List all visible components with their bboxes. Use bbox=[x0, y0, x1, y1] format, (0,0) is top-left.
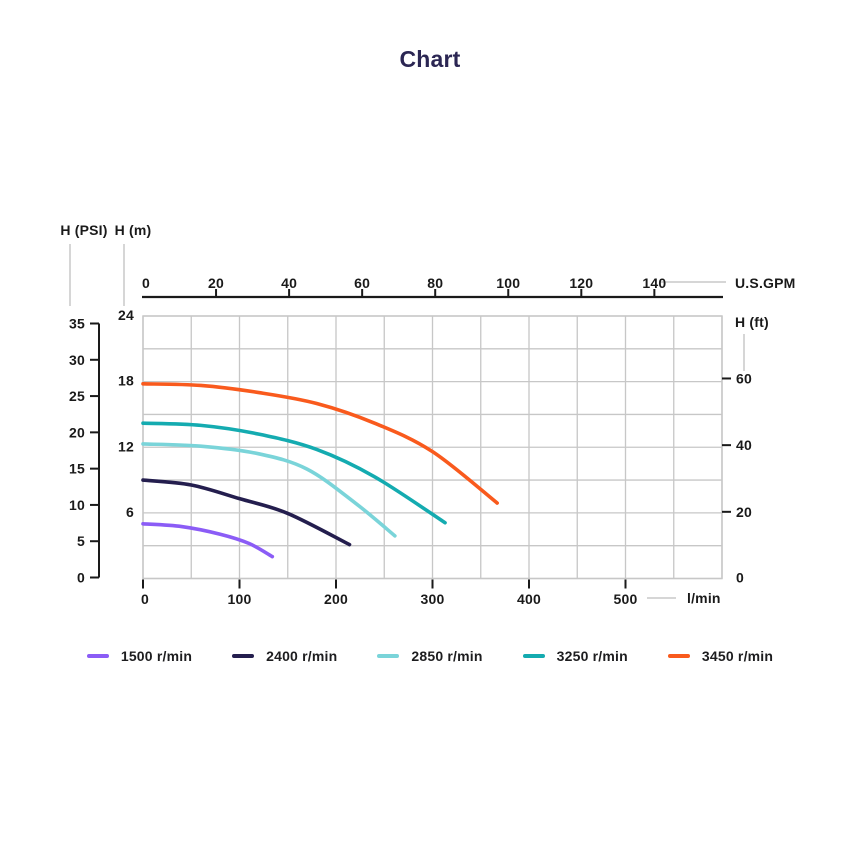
svg-text:80: 80 bbox=[427, 275, 443, 291]
svg-text:30: 30 bbox=[69, 352, 85, 368]
svg-text:20: 20 bbox=[736, 504, 752, 520]
legend-item-1500[interactable]: 1500 r/min bbox=[86, 648, 193, 664]
legend-label-3450: 3450 r/min bbox=[701, 648, 774, 664]
svg-text:20: 20 bbox=[208, 275, 224, 291]
svg-text:20: 20 bbox=[69, 424, 85, 440]
svg-text:60: 60 bbox=[736, 370, 752, 386]
legend-label-3250: 3250 r/min bbox=[556, 648, 628, 664]
svg-text:200: 200 bbox=[324, 591, 348, 607]
curves bbox=[141, 382, 499, 559]
page-title: Chart bbox=[399, 46, 461, 72]
svg-text:12: 12 bbox=[118, 438, 134, 454]
top-axis-usgpm: 0 20 40 60 80 100 120 140 U.S.GPM bbox=[142, 275, 796, 299]
legend-item-3450[interactable]: 3450 r/min bbox=[667, 648, 774, 664]
legend-item-2850[interactable]: 2850 r/min bbox=[377, 648, 482, 664]
svg-text:40: 40 bbox=[736, 437, 752, 453]
curve-2400 bbox=[141, 478, 352, 547]
svg-text:0: 0 bbox=[141, 591, 149, 607]
leader-lines bbox=[69, 244, 745, 599]
legend-label-1500: 1500 r/min bbox=[120, 648, 193, 664]
legend-swatch-3450 bbox=[667, 653, 690, 659]
curve-3450 bbox=[141, 382, 499, 505]
svg-text:300: 300 bbox=[421, 591, 445, 607]
svg-text:H (m): H (m) bbox=[115, 222, 152, 238]
svg-text:500: 500 bbox=[614, 591, 638, 607]
grid bbox=[142, 315, 723, 580]
svg-text:120: 120 bbox=[569, 275, 593, 291]
left-axis-psi: 35 30 25 20 15 10 5 0 H (PSI) bbox=[60, 222, 107, 586]
svg-text:10: 10 bbox=[69, 497, 85, 513]
curve-1500 bbox=[141, 522, 275, 559]
legend-label-2850: 2850 r/min bbox=[411, 648, 483, 664]
svg-text:15: 15 bbox=[69, 461, 85, 477]
svg-text:5: 5 bbox=[77, 533, 85, 549]
svg-text:100: 100 bbox=[228, 591, 252, 607]
svg-text:18: 18 bbox=[118, 373, 134, 389]
svg-text:H (ft): H (ft) bbox=[735, 314, 769, 330]
svg-text:400: 400 bbox=[517, 591, 541, 607]
legend-item-3250[interactable]: 3250 r/min bbox=[522, 648, 628, 664]
legend-swatch-2400 bbox=[232, 653, 255, 659]
svg-text:6: 6 bbox=[126, 504, 134, 520]
svg-text:100: 100 bbox=[496, 275, 520, 291]
svg-text:0: 0 bbox=[77, 570, 85, 586]
legend-label-2400: 2400 r/min bbox=[266, 648, 338, 664]
legend-swatch-1500 bbox=[86, 653, 109, 659]
legend-swatch-2850 bbox=[377, 653, 400, 659]
svg-text:60: 60 bbox=[354, 275, 370, 291]
svg-text:H (PSI): H (PSI) bbox=[60, 222, 107, 238]
curve-2850 bbox=[141, 442, 397, 538]
left-axis-m: 24 18 12 6 H (m) bbox=[115, 222, 152, 520]
svg-text:U.S.GPM: U.S.GPM bbox=[735, 275, 796, 291]
legend-swatch-3250 bbox=[522, 653, 545, 659]
bottom-axis-lmin: 0 100 200 300 400 500 l/min bbox=[141, 579, 721, 607]
chart-legend: 1500 r/min 2400 r/min 2850 r/min 3250 r/… bbox=[0, 648, 860, 664]
right-axis-ft: 60 40 20 0 H (ft) bbox=[722, 314, 769, 586]
svg-text:0: 0 bbox=[142, 275, 150, 291]
svg-text:35: 35 bbox=[69, 316, 85, 332]
svg-text:140: 140 bbox=[642, 275, 666, 291]
curve-3250 bbox=[141, 421, 447, 525]
svg-text:25: 25 bbox=[69, 388, 85, 404]
svg-text:l/min: l/min bbox=[687, 590, 721, 606]
svg-text:0: 0 bbox=[736, 570, 744, 586]
svg-text:24: 24 bbox=[118, 307, 134, 323]
svg-text:40: 40 bbox=[281, 275, 297, 291]
legend-item-2400[interactable]: 2400 r/min bbox=[232, 648, 337, 664]
